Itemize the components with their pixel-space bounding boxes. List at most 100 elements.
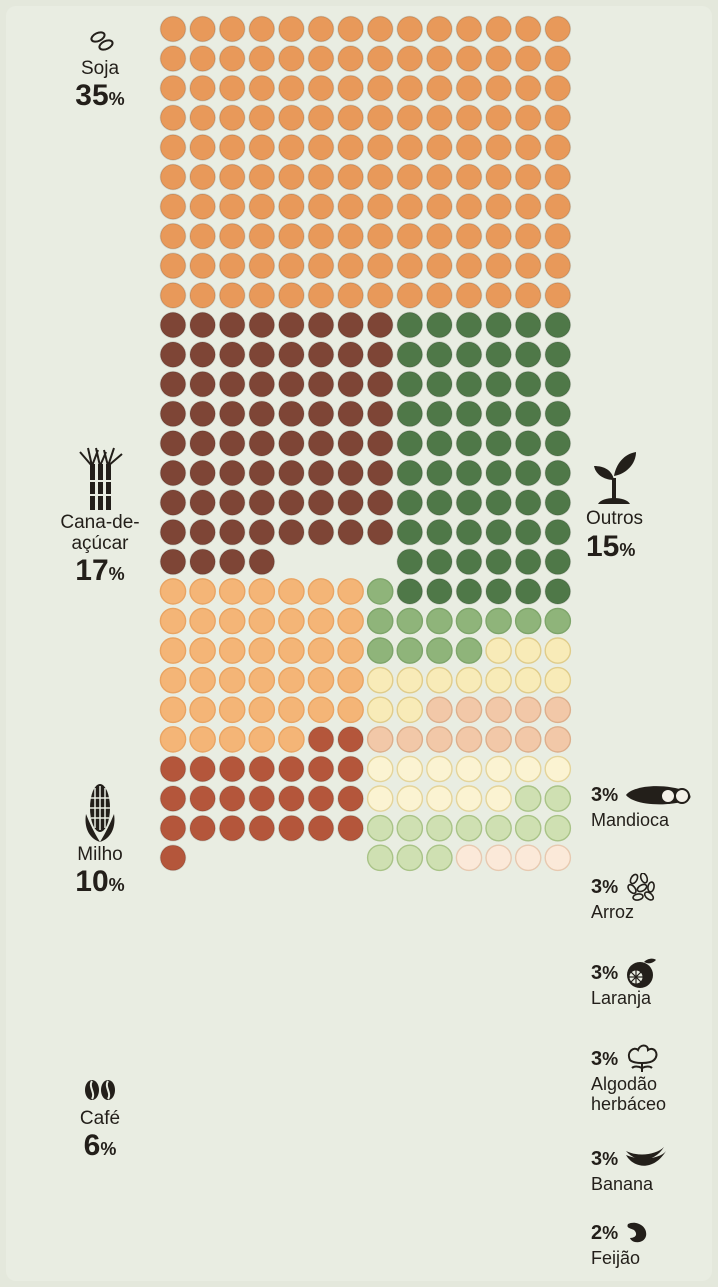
waffle-cell-soja	[307, 104, 335, 132]
waffle-cell-cana-de-açúcar	[366, 430, 394, 457]
waffle-cell-banana	[426, 844, 453, 872]
waffle-cell-soja	[159, 45, 187, 72]
label-arroz: 3% Arroz	[591, 872, 716, 922]
waffle-cell-algodão-herbáceo	[455, 785, 483, 812]
waffle-cell-outros	[396, 370, 424, 398]
waffle-cell-laranja	[485, 726, 512, 753]
waffle-cell-outros	[514, 578, 542, 605]
waffle-cell-soja	[159, 104, 187, 132]
waffle-cell-cana-de-açúcar	[159, 489, 187, 516]
waffle-cell-cana-de-açúcar	[248, 370, 276, 398]
waffle-cell-soja	[396, 45, 424, 72]
waffle-cell-soja	[366, 252, 394, 280]
waffle-cell-outros	[426, 341, 453, 368]
waffle-cell-outros	[485, 489, 512, 516]
waffle-cell-soja	[485, 45, 512, 72]
sprout-icon	[594, 452, 636, 504]
waffle-cell-soja	[485, 222, 512, 250]
waffle-cell-milho	[159, 578, 187, 605]
waffle-cell-milho	[337, 696, 364, 724]
waffle-cell-arroz	[544, 637, 572, 664]
waffle-cell-outros	[426, 578, 453, 605]
waffle-cell-outros	[485, 370, 512, 398]
waffle-cell-outros	[544, 548, 572, 576]
waffle-cell-soja	[278, 74, 305, 102]
waffle-cell-soja	[455, 104, 483, 132]
waffle-cell-outros	[455, 370, 483, 398]
waffle-cell-cana-de-açúcar	[248, 518, 276, 546]
waffle-cell-milho	[278, 696, 305, 724]
waffle-cell-algodão-herbáceo	[426, 755, 453, 783]
label-algodao-name-line1: Algodão	[591, 1074, 658, 1094]
waffle-cell-mandioca	[544, 607, 572, 635]
waffle-cell-banana	[455, 814, 483, 842]
waffle-cell-milho	[248, 607, 276, 635]
waffle-cell-milho	[278, 726, 305, 753]
waffle-cell-mandioca	[396, 637, 424, 664]
waffle-cell-soja	[396, 193, 424, 220]
waffle-cell-banana	[426, 814, 453, 842]
waffle-cell-banana	[396, 844, 424, 872]
label-banana-name: Banana	[591, 1174, 654, 1194]
waffle-cell-cana-de-açúcar	[337, 518, 364, 546]
waffle-cell-soja	[544, 222, 572, 250]
waffle-cell-cana-de-açúcar	[337, 400, 364, 428]
waffle-cell-café	[189, 785, 216, 812]
waffle-cell-soja	[455, 252, 483, 280]
waffle-cell-arroz	[426, 666, 453, 694]
waffle-cell-soja	[278, 15, 305, 43]
waffle-cell-outros	[426, 489, 453, 516]
waffle-cell-cana-de-açúcar	[278, 518, 305, 546]
waffle-cell-outros	[396, 548, 424, 576]
waffle-cell-cana-de-açúcar	[189, 548, 216, 576]
waffle-cell-soja	[189, 282, 216, 309]
waffle-cell-banana	[514, 814, 542, 842]
waffle-cell-café	[248, 785, 276, 812]
waffle-cell-soja	[426, 104, 453, 132]
waffle-cell-outros	[485, 578, 512, 605]
waffle-cell-outros	[455, 311, 483, 339]
waffle-cell-banana	[396, 814, 424, 842]
waffle-cell-outros	[544, 489, 572, 516]
waffle-cell-café	[307, 726, 335, 753]
waffle-cell-outros	[426, 311, 453, 339]
waffle-cell-soja	[278, 193, 305, 220]
waffle-cell-laranja	[455, 696, 483, 724]
waffle-cell-soja	[396, 104, 424, 132]
waffle-cell-outros	[455, 578, 483, 605]
waffle-cell-soja	[278, 163, 305, 191]
label-soja-name: Soja	[80, 58, 120, 79]
waffle-cell-cana-de-açúcar	[248, 311, 276, 339]
waffle-cell-cana-de-açúcar	[307, 400, 335, 428]
waffle-cell-soja	[218, 134, 246, 161]
waffle-cell-outros	[514, 518, 542, 546]
waffle-cell-arroz	[514, 637, 542, 664]
waffle-cell-cana-de-açúcar	[366, 311, 394, 339]
waffle-cell-outros	[544, 430, 572, 457]
waffle-cell-soja	[218, 282, 246, 309]
waffle-cell-milho	[218, 607, 246, 635]
waffle-cell-banana	[485, 814, 512, 842]
waffle-cell-feijão	[544, 844, 572, 872]
waffle-cell-cana-de-açúcar	[189, 370, 216, 398]
waffle-cell-cana-de-açúcar	[366, 518, 394, 546]
waffle-cell-cana-de-açúcar	[248, 430, 276, 457]
waffle-cell-outros	[455, 489, 483, 516]
waffle-cell-café	[218, 755, 246, 783]
waffle-cell-soja	[248, 134, 276, 161]
waffle-cell-soja	[337, 45, 364, 72]
waffle-cell-laranja	[396, 726, 424, 753]
waffle-cell-cana-de-açúcar	[159, 548, 187, 576]
waffle-cell-algodão-herbáceo	[455, 755, 483, 783]
waffle-cell-cana-de-açúcar	[278, 430, 305, 457]
orange-fruit-icon	[627, 958, 657, 988]
waffle-cell-soja	[366, 193, 394, 220]
waffle-cell-café	[159, 814, 187, 842]
label-feijao: 2% Feijão	[591, 1218, 716, 1268]
waffle-cell-arroz	[455, 666, 483, 694]
waffle-cell-mandioca	[485, 607, 512, 635]
waffle-cell-soja	[426, 193, 453, 220]
waffle-cell-cana-de-açúcar	[218, 518, 246, 546]
waffle-cell-soja	[426, 163, 453, 191]
waffle-cell-cana-de-açúcar	[337, 459, 364, 487]
